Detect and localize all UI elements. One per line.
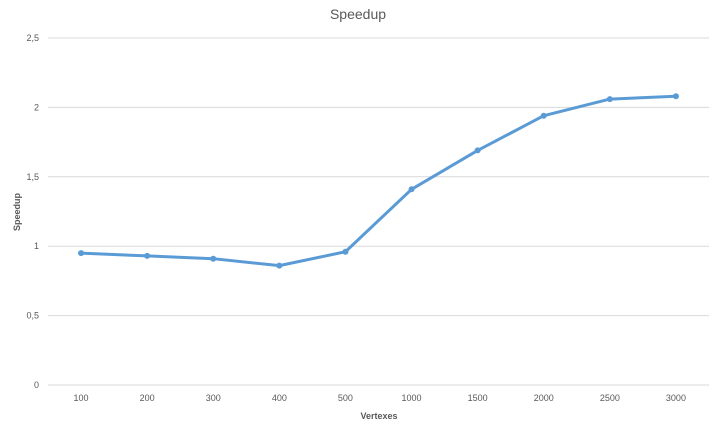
data-point (672, 93, 679, 100)
x-axis-label: Vertexes (360, 411, 397, 421)
data-point (474, 147, 481, 154)
data-point (606, 96, 613, 103)
x-tick-label: 1000 (402, 393, 422, 403)
x-tick-label: 100 (74, 393, 89, 403)
y-tick-label: 1,5 (26, 172, 39, 182)
y-axis-ticks: 0 0,5 1 1,5 2 2,5 (26, 33, 39, 390)
x-tick-label: 400 (272, 393, 287, 403)
data-point (210, 255, 217, 262)
y-axis-label: Speedup (12, 193, 22, 232)
x-axis-ticks: 100 200 300 400 500 1000 1500 2000 2500 3000 (74, 393, 686, 403)
x-tick-label: 500 (338, 393, 353, 403)
x-tick-label: 300 (206, 393, 221, 403)
series-line (79, 94, 678, 268)
data-point (78, 250, 85, 257)
y-tick-label: 2,5 (26, 33, 39, 43)
y-tick-label: 2 (34, 102, 39, 112)
data-point (408, 186, 415, 193)
y-tick-label: 1 (34, 241, 39, 251)
y-tick-label: 0 (34, 380, 39, 390)
x-tick-label: 3000 (666, 393, 686, 403)
data-point (276, 262, 283, 269)
data-point (144, 252, 151, 259)
x-tick-label: 200 (140, 393, 155, 403)
data-point (342, 248, 349, 255)
y-tick-label: 0,5 (26, 311, 39, 321)
chart-title: Speedup (330, 6, 386, 22)
x-tick-label: 2000 (534, 393, 554, 403)
x-tick-label: 1500 (468, 393, 488, 403)
series-speedup (78, 93, 679, 269)
data-point (540, 112, 547, 119)
gridlines (48, 37, 709, 386)
x-tick-label: 2500 (600, 393, 620, 403)
